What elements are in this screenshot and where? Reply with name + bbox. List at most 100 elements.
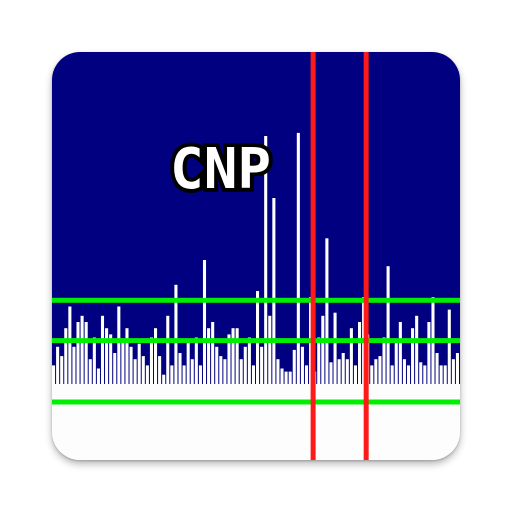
bar	[284, 371, 288, 385]
bar	[190, 359, 194, 385]
bar	[394, 340, 398, 385]
bar	[105, 328, 109, 385]
bar	[154, 328, 158, 385]
bar	[56, 346, 60, 385]
threshold-line	[52, 399, 460, 405]
bar	[276, 359, 280, 385]
title-text: CNP	[170, 137, 271, 202]
marker-line	[363, 52, 369, 460]
bar	[264, 136, 268, 385]
bar	[64, 328, 68, 385]
bar	[447, 309, 451, 385]
bar	[402, 359, 406, 385]
bar	[223, 359, 227, 385]
bar	[198, 365, 202, 385]
bar	[174, 284, 178, 385]
bar	[427, 322, 431, 385]
bar	[337, 359, 341, 385]
bar	[231, 328, 235, 385]
bar	[268, 315, 272, 385]
bar	[451, 359, 455, 385]
bar	[304, 365, 309, 385]
bar	[207, 328, 211, 385]
bar	[215, 346, 219, 385]
bar	[358, 322, 362, 385]
bar	[247, 337, 251, 385]
threshold-line	[52, 297, 460, 303]
bar	[419, 362, 423, 385]
bar	[137, 343, 141, 385]
title-group: CNP CNP	[166, 133, 275, 206]
bar	[235, 328, 239, 385]
bar	[443, 365, 447, 385]
bar	[178, 353, 182, 385]
bar	[296, 132, 300, 385]
bar	[109, 334, 113, 385]
marker-line	[310, 52, 316, 460]
bar	[96, 368, 100, 385]
bar	[186, 340, 190, 385]
bar	[145, 365, 149, 385]
bar	[288, 371, 292, 385]
bar	[321, 315, 325, 385]
bar	[415, 315, 419, 385]
bar	[80, 315, 84, 385]
bar	[378, 356, 382, 385]
bar	[345, 359, 349, 385]
bar	[60, 356, 64, 385]
bar	[202, 260, 207, 385]
bar	[435, 353, 439, 385]
bar	[292, 349, 296, 385]
bar	[88, 359, 92, 385]
bar	[113, 353, 117, 385]
bar	[439, 365, 443, 385]
bar	[423, 365, 427, 385]
app-icon[interactable]: CNP CNP	[52, 52, 460, 460]
bar	[52, 365, 56, 385]
bar	[182, 365, 186, 385]
bar	[406, 365, 411, 385]
bar	[239, 359, 243, 385]
bar	[162, 374, 166, 385]
bar	[117, 306, 121, 385]
bar	[333, 312, 337, 385]
bar	[133, 359, 137, 385]
baseline-area	[52, 384, 460, 460]
bar	[455, 353, 459, 385]
bar	[325, 238, 329, 385]
bar	[158, 356, 162, 385]
bar	[382, 337, 386, 385]
bar	[260, 346, 264, 385]
bar	[68, 306, 72, 385]
threshold-line	[52, 338, 460, 344]
bar	[121, 340, 125, 385]
bar	[227, 334, 231, 385]
bar	[272, 198, 276, 385]
bar	[341, 353, 345, 385]
title-outline: CNP	[170, 137, 271, 202]
bar	[374, 359, 378, 385]
bar	[76, 322, 80, 385]
bar	[125, 328, 129, 385]
bar	[280, 368, 284, 385]
cnp-chart: CNP CNP	[52, 52, 460, 460]
bar	[92, 337, 96, 385]
bar	[243, 346, 247, 385]
bar	[149, 337, 153, 385]
bar	[386, 266, 390, 385]
bar	[317, 337, 321, 385]
bar	[411, 328, 415, 385]
marker-lines	[310, 52, 369, 460]
bar	[170, 365, 174, 385]
bar	[251, 365, 255, 385]
bar	[219, 356, 223, 385]
bar	[353, 365, 357, 385]
bar	[141, 356, 145, 385]
bar	[329, 362, 333, 385]
bar	[349, 328, 353, 385]
bar	[211, 322, 215, 385]
bar	[194, 337, 198, 385]
bar	[370, 365, 374, 385]
bar	[84, 322, 88, 385]
bar	[166, 315, 170, 385]
